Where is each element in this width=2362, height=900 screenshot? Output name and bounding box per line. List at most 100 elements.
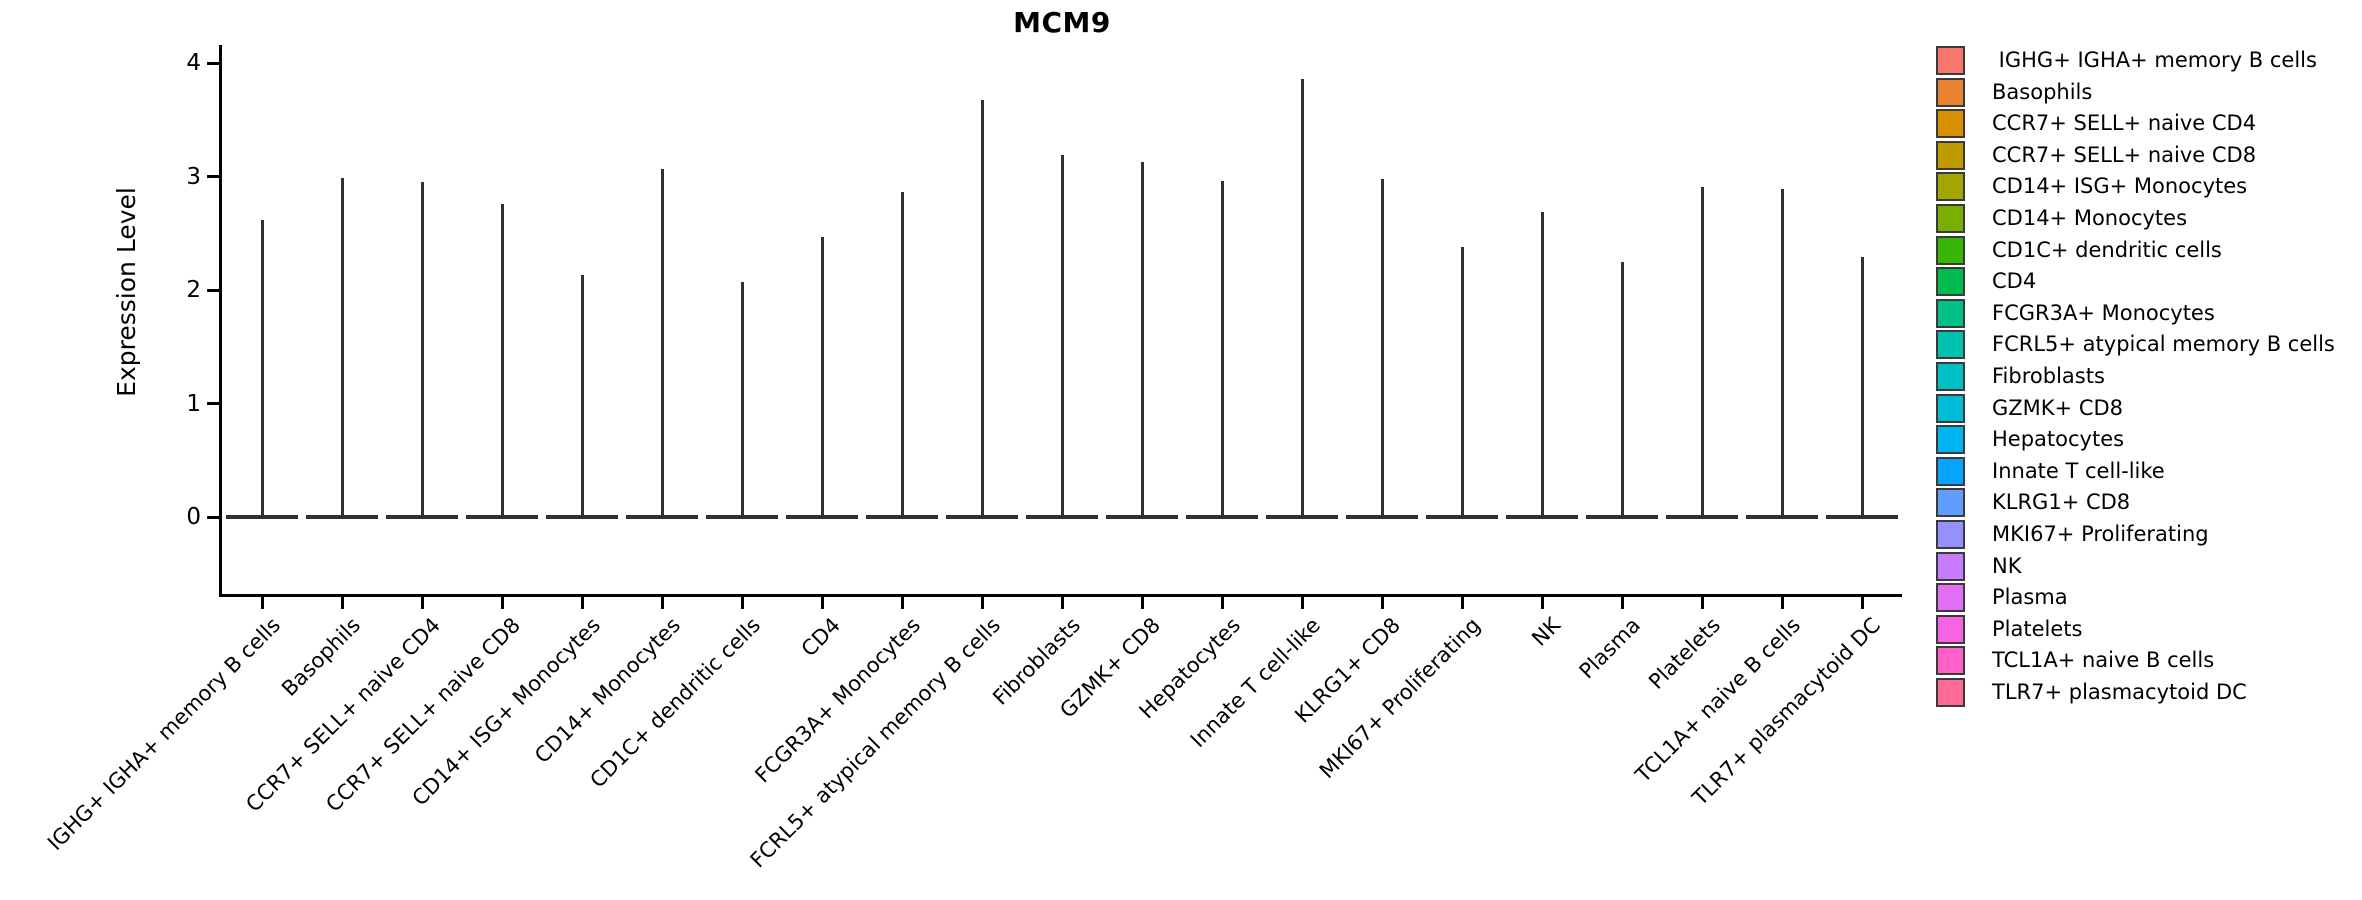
violin-baseline: [386, 515, 458, 519]
violin-spike: [580, 275, 584, 519]
y-axis-tick: [207, 175, 219, 178]
legend-label: Plasma: [1992, 585, 2068, 610]
violin-baseline: [1826, 515, 1898, 519]
legend-label: TCL1A+ naive B cells: [1992, 648, 2215, 673]
violin-spike: [1220, 181, 1224, 519]
legend-key-swatch: [1936, 488, 1965, 518]
legend-label: CD4: [1992, 269, 2037, 294]
x-axis-tick: [820, 597, 824, 609]
legend-key-swatch: [1936, 235, 1965, 265]
legend-label: Platelets: [1992, 616, 2083, 641]
legend-key-swatch: [1936, 393, 1965, 423]
violin-baseline: [1506, 515, 1578, 519]
y-tick-label: 0: [186, 504, 201, 530]
x-axis-tick: [580, 597, 584, 609]
legend-label: MKI67+ Proliferating: [1992, 522, 2209, 546]
legend-label: IGHG+ IGHA+ memory B cells: [1992, 48, 2317, 72]
violin-spike: [740, 282, 744, 519]
violin-baseline: [306, 515, 378, 519]
legend-key-swatch: [1936, 330, 1965, 360]
x-axis-tick: [420, 597, 424, 609]
violin-baseline: [946, 515, 1018, 519]
legend-key-swatch: [1936, 583, 1965, 613]
legend-label: Hepatocytes: [1992, 427, 2125, 452]
x-axis-tick: [340, 597, 344, 609]
violin-baseline: [1586, 515, 1658, 519]
violin-spike: [340, 177, 344, 519]
x-axis-tick: [900, 597, 904, 609]
x-axis-tick: [500, 597, 504, 609]
legend-key-swatch: [1936, 614, 1965, 644]
violin-spike: [1380, 178, 1384, 519]
legend-label: CD14+ Monocytes: [1992, 206, 2188, 230]
x-axis-tick: [1140, 597, 1144, 609]
legend-label: CD14+ ISG+ Monocytes: [1992, 174, 2248, 199]
x-tick-label: IGHG+ IGHA+ memory B cells: [42, 613, 285, 856]
x-axis-tick: [980, 597, 984, 609]
violin-spike: [820, 236, 824, 519]
violin-spike: [260, 219, 264, 519]
legend-key-swatch: [1936, 678, 1965, 707]
x-axis-tick: [1060, 597, 1064, 609]
violin-baseline: [546, 515, 618, 519]
legend-key-swatch: [1936, 140, 1965, 170]
violin-baseline: [1026, 515, 1098, 519]
x-axis-tick: [660, 597, 664, 609]
chart-title: MCM9: [1013, 6, 1111, 39]
legend-key-swatch: [1936, 46, 1965, 75]
violin-spike: [1140, 161, 1144, 519]
legend-key-swatch: [1936, 77, 1965, 107]
violin-spike: [1300, 78, 1304, 519]
y-tick-label: 4: [186, 50, 201, 76]
violin-baseline: [1186, 515, 1258, 519]
x-axis-tick: [1220, 597, 1224, 609]
legend-label: CCR7+ SELL+ naive CD8: [1992, 142, 2257, 167]
x-axis-tick: [1860, 597, 1864, 609]
violin-spike: [500, 203, 504, 519]
legend-label: NK: [1992, 553, 2022, 578]
legend-key-swatch: [1936, 456, 1965, 486]
legend-label: KLRG1+ CD8: [1992, 490, 2131, 515]
x-axis-tick: [1380, 597, 1384, 609]
violin-spike: [1780, 188, 1784, 519]
x-axis-line: [219, 594, 1902, 597]
violin-spike: [420, 182, 424, 519]
violin-spike: [660, 168, 664, 519]
y-axis-title: Expression Level: [112, 187, 141, 397]
violin-spike: [1620, 261, 1624, 519]
legend-key-swatch: [1936, 298, 1965, 328]
legend-key-swatch: [1936, 362, 1965, 391]
x-axis-tick: [1700, 597, 1704, 609]
legend-key-swatch: [1936, 204, 1965, 233]
y-axis-tick: [207, 515, 219, 519]
violin-spike: [1460, 246, 1464, 519]
x-axis-tick: [260, 597, 264, 609]
x-axis-tick: [1300, 597, 1304, 609]
violin-baseline: [786, 515, 858, 519]
legend-label: FCRL5+ atypical memory B cells: [1992, 332, 2335, 357]
y-tick-label: 2: [186, 277, 201, 303]
y-axis-tick: [207, 402, 219, 405]
legend-key-swatch: [1936, 267, 1965, 297]
legend-key-swatch: [1936, 551, 1965, 581]
violin-spike: [1060, 154, 1064, 519]
violin-spike: [1860, 257, 1864, 519]
legend-key-swatch: [1936, 172, 1965, 202]
violin-spike: [980, 100, 984, 519]
legend-label: TLR7+ plasmacytoid DC: [1992, 680, 2247, 704]
legend-key-swatch: [1936, 646, 1965, 676]
violin-baseline: [1426, 515, 1498, 519]
violin-baseline: [866, 515, 938, 519]
legend-key-swatch: [1936, 520, 1965, 549]
violin-baseline: [226, 515, 298, 519]
legend-label: FCGR3A+ Monocytes: [1992, 300, 2215, 325]
violin-baseline: [1106, 515, 1178, 519]
violin-baseline: [626, 515, 698, 519]
legend-label: CD1C+ dendritic cells: [1992, 237, 2222, 262]
violin-baseline: [1266, 515, 1338, 519]
legend-label: Innate T cell-like: [1992, 458, 2165, 483]
legend-label: Fibroblasts: [1992, 364, 2105, 388]
y-axis-tick: [207, 61, 219, 65]
x-axis-tick: [1780, 597, 1784, 609]
